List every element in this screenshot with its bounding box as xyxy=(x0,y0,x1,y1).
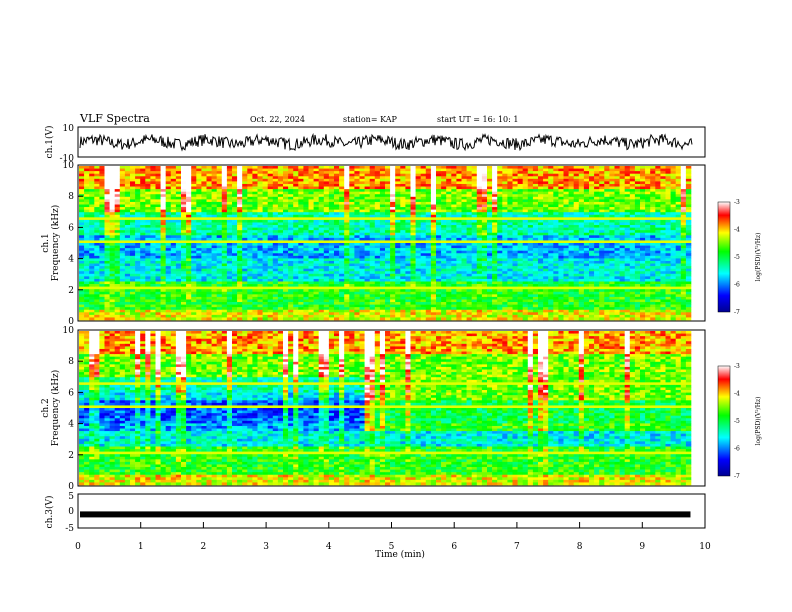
ch3-waveform-band xyxy=(80,511,691,518)
time-axis-ticks: 0 1 2 3 4 5 6 7 8 9 10 xyxy=(75,522,711,552)
ch1-freq-label-b: Frequency (kHz) xyxy=(50,205,61,282)
ch1-freq-label-2: 2 xyxy=(68,286,74,296)
ch1-freq-label-0: 0 xyxy=(68,317,74,327)
time-tick-label-1: 1 xyxy=(138,542,144,552)
ch2-colorbar-tick--6: -6 xyxy=(734,446,740,453)
time-tick-label-7: 7 xyxy=(514,542,520,552)
ch3-ytick-5: 5 xyxy=(68,492,74,502)
ch3-waveform-panel: 5 0 -5 ch.3(V) 0 1 2 3 4 5 6 7 8 9 10 Time (min) xyxy=(44,492,711,560)
ch1-ytick-bottom: -10 xyxy=(60,154,75,164)
ch2-spectrogram-panel: 0 2 4 6 8 10 ch.2 Frequency (kHz) xyxy=(41,326,706,492)
ch2-freq-label-2: 2 xyxy=(68,451,74,461)
start-time-label: start UT = 16: 10: 1 xyxy=(437,115,518,124)
ch1-ytick-top: 10 xyxy=(63,124,75,134)
date-label: Oct. 22, 2024 xyxy=(250,115,305,124)
ch1-freq-label-6: 6 xyxy=(68,223,74,233)
ch1-colorbar: -3 -4 -5 -6 -7 log(PSD)(V²/Hz) xyxy=(717,199,762,316)
ch2-freq-ticks: 0 2 4 6 8 10 xyxy=(63,326,83,492)
ch1-spectrogram-heatmap xyxy=(79,166,692,321)
time-tick-label-4: 4 xyxy=(326,542,332,552)
ch1-waveform-panel: 10 -10 ch.1(V) xyxy=(44,124,706,164)
ch1-colorbar-tick--7: -7 xyxy=(734,309,740,316)
ch1-waveform-line xyxy=(79,132,693,152)
ch3-ylabel: ch.3(V) xyxy=(44,496,55,529)
station-label: station= KAP xyxy=(343,115,398,124)
time-tick-label-10: 10 xyxy=(699,542,711,552)
time-tick-label-0: 0 xyxy=(75,542,81,552)
ch2-freq-label-6: 6 xyxy=(68,388,74,398)
ch1-ylabel: ch.1(V) xyxy=(44,126,55,159)
ch2-freq-label-b: Frequency (kHz) xyxy=(50,370,61,447)
ch2-colorbar-tick--7: -7 xyxy=(734,473,740,480)
time-tick-label-8: 8 xyxy=(577,542,583,552)
ch2-colorbar-tick--5: -5 xyxy=(734,418,740,425)
ch1-freq-label-a: ch.1 xyxy=(41,233,51,252)
ch2-freq-label-10: 10 xyxy=(63,326,75,336)
ch1-freq-label-10: 10 xyxy=(63,161,75,171)
ch1-freq-ticks: 0 2 4 6 8 10 xyxy=(63,161,83,327)
time-tick-label-3: 3 xyxy=(263,542,269,552)
ch1-colorbar-tick--4: -4 xyxy=(734,227,740,234)
time-axis-label: Time (min) xyxy=(375,549,425,560)
ch3-ytick-neg5: -5 xyxy=(65,524,74,534)
ch3-ytick-0: 0 xyxy=(68,507,74,517)
ch2-colorbar-tick--3: -3 xyxy=(734,363,740,370)
ch1-freq-label-8: 8 xyxy=(68,192,74,202)
ch2-spectrogram-heatmap xyxy=(79,331,692,486)
ch1-colorbar-tick--3: -3 xyxy=(734,199,740,206)
ch1-colorbar-tick--5: -5 xyxy=(734,254,740,261)
ch1-spectrogram-panel: 0 2 4 6 8 10 ch.1 Frequency (kHz) xyxy=(41,161,706,327)
ch2-colorbar-tick--4: -4 xyxy=(734,391,740,398)
time-tick-label-6: 6 xyxy=(451,542,457,552)
time-tick-label-5: 5 xyxy=(389,542,395,552)
ch1-colorbar-tick--6: -6 xyxy=(734,282,740,289)
figure-title: VLF Spectra xyxy=(79,112,150,125)
time-tick-label-2: 2 xyxy=(201,542,207,552)
ch2-freq-label-0: 0 xyxy=(68,482,74,492)
ch1-freq-label-4: 4 xyxy=(68,255,74,265)
ch2-freq-label-4: 4 xyxy=(68,420,74,430)
ch2-freq-label-8: 8 xyxy=(68,357,74,367)
time-tick-label-9: 9 xyxy=(639,542,645,552)
ch2-colorbar: -3 -4 -5 -6 -7 log(PSD)(V²/Hz) xyxy=(717,363,762,480)
ch1-colorbar-label: log(PSD)(V²/Hz) xyxy=(755,233,762,282)
ch2-freq-label-a: ch.2 xyxy=(41,398,51,417)
ch2-colorbar-label: log(PSD)(V²/Hz) xyxy=(755,397,762,446)
